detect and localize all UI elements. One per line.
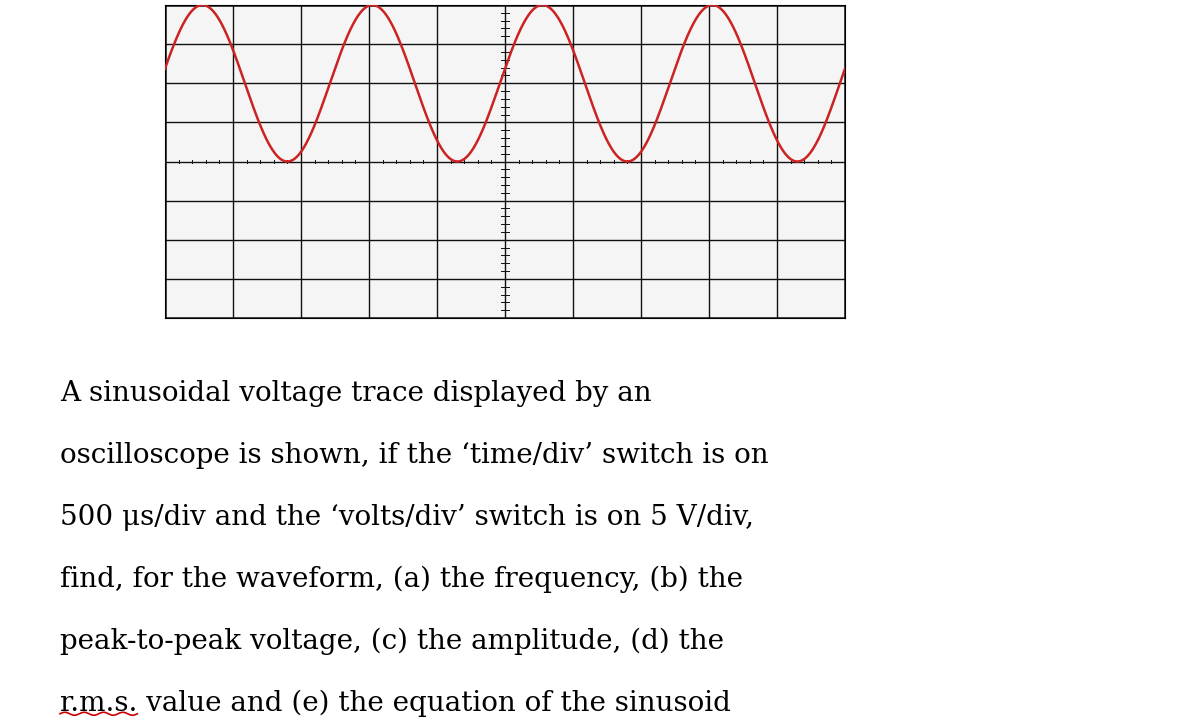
Text: find, for the waveform, (a) the frequency, (b) the: find, for the waveform, (a) the frequenc…: [60, 566, 743, 593]
Text: r.m.s. value and (e) the equation of the sinusoid: r.m.s. value and (e) the equation of the…: [60, 690, 731, 717]
Text: 500 μs/div and the ‘volts/div’ switch is on 5 V/div,: 500 μs/div and the ‘volts/div’ switch is…: [60, 504, 754, 531]
Text: peak-to-peak voltage, (c) the amplitude, (d) the: peak-to-peak voltage, (c) the amplitude,…: [60, 628, 724, 655]
Text: A sinusoidal voltage trace displayed by an: A sinusoidal voltage trace displayed by …: [60, 380, 652, 407]
Text: oscilloscope is shown, if the ‘time/div’ switch is on: oscilloscope is shown, if the ‘time/div’…: [60, 442, 769, 469]
